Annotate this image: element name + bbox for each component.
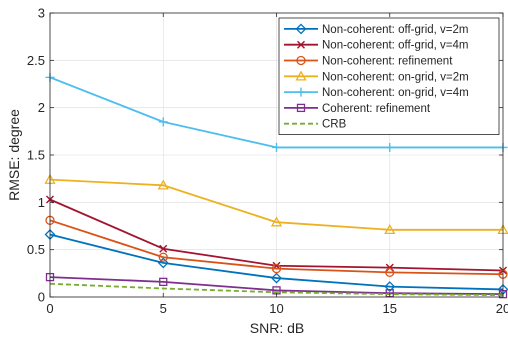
diamond-marker (271, 272, 282, 284)
x-marker-stroke (159, 244, 168, 253)
x-tick-label: 15 (383, 301, 397, 316)
legend-label: Non-coherent: off-grid, v=4m (322, 40, 469, 52)
y-tick-label: 1 (38, 195, 45, 210)
x-marker (159, 244, 168, 253)
circle-marker (385, 267, 395, 278)
legend-label: CRB (322, 119, 347, 131)
plus-marker (296, 87, 306, 97)
legend-label: Non-coherent: refinement (322, 56, 453, 68)
series-4 (44, 173, 508, 235)
plus-marker (385, 142, 395, 152)
y-axis-label: RMSE: degree (6, 109, 22, 201)
plus-marker (272, 142, 281, 152)
y-tick-label: 0 (38, 290, 45, 305)
series-line (49, 276, 504, 296)
series-line (49, 178, 503, 231)
x-axis-label: SNR: dB (250, 320, 304, 336)
x-tick-label: 10 (269, 301, 283, 316)
series-1 (44, 229, 508, 295)
series-line (49, 233, 504, 291)
legend-item: Non-coherent: off-grid, v=4m (284, 40, 469, 52)
triangle-marker (384, 223, 396, 235)
x-marker-stroke (297, 40, 305, 49)
legend-item: Non-coherent: refinement (284, 56, 453, 68)
x-tick-label: 0 (46, 301, 53, 316)
legend-label: Non-coherent: off-grid, v=2m (322, 24, 469, 36)
legend-label: Non-coherent: on-grid, v=2m (322, 71, 469, 83)
series-3 (45, 215, 508, 279)
legend-label: Non-coherent: on-grid, v=4m (322, 87, 469, 99)
diamond-marker (157, 257, 169, 269)
x-tick-label: 5 (160, 301, 167, 316)
y-tick-label: 1.5 (27, 148, 45, 163)
circle-marker (271, 263, 282, 274)
diamond-marker (384, 281, 396, 293)
legend-item: Non-coherent: on-grid, v=2m (284, 70, 469, 83)
series-7 (49, 282, 504, 297)
circle-marker (296, 55, 306, 66)
legend: Non-coherent: off-grid, v=2m Non-coherent… (278, 17, 500, 135)
legend-label: Coherent: refinement (322, 103, 431, 115)
plus-marker (158, 117, 168, 127)
square-marker (159, 277, 168, 287)
x-marker (297, 40, 305, 49)
series-line (49, 282, 504, 297)
x-marker (385, 263, 394, 272)
tick-marks (49, 12, 504, 298)
y-tick-label: 2 (38, 100, 45, 115)
triangle-marker (157, 179, 169, 190)
series-line (49, 219, 504, 276)
y-tick-label: 3 (38, 6, 45, 21)
series-layer (44, 72, 508, 299)
triangle-marker (295, 70, 307, 81)
x-marker-stroke (385, 263, 394, 272)
x-tick-labels: 0 5 10 15 20 (46, 301, 508, 316)
circle-marker (158, 252, 168, 262)
legend-item: Coherent: refinement (284, 103, 431, 115)
y-tick-label: 2.5 (27, 53, 45, 68)
legend-item: CRB (284, 119, 347, 131)
legend-item: Non-coherent: off-grid, v=2m (284, 23, 469, 36)
y-tick-labels: 0 0.5 1 1.5 2 2.5 3 (27, 6, 45, 305)
square-marker (296, 103, 306, 113)
x-tick-label: 20 (496, 301, 508, 316)
triangle-marker (270, 216, 283, 227)
diamond-marker (295, 23, 307, 35)
legend-item: Non-coherent: on-grid, v=4m (284, 87, 469, 99)
y-tick-label: 0.5 (27, 242, 45, 257)
